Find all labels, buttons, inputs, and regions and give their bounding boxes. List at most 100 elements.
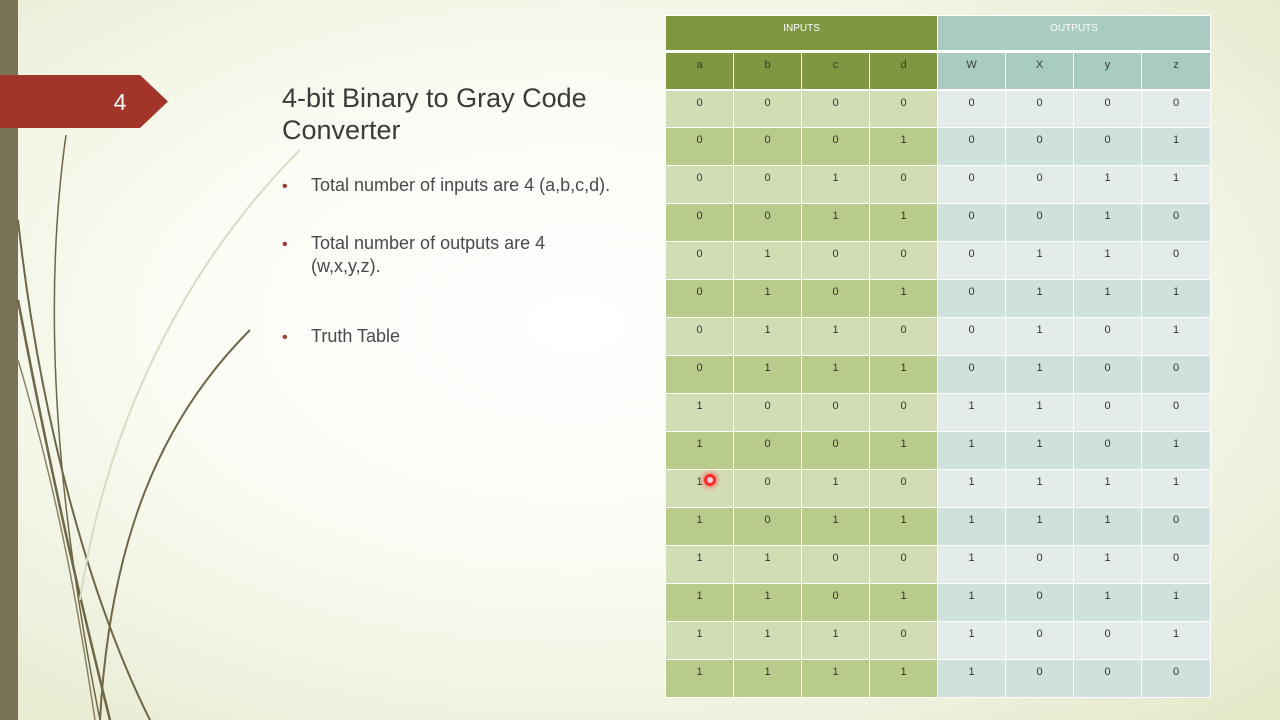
table-cell: 0 [1005,545,1075,584]
table-cell: 0 [1141,507,1212,546]
table-cell: 0 [733,393,802,432]
table-cell: 1 [1141,621,1212,660]
left-decorative-bar [0,0,18,720]
table-cell: 0 [937,127,1007,166]
table-cell: 1 [1141,583,1212,622]
table-cell: 1 [665,583,734,622]
table-cell: 0 [801,545,870,584]
table-cell: 1 [733,583,802,622]
table-cell: 0 [868,469,939,508]
column-header: y [1073,51,1143,91]
column-header: d [868,51,939,91]
table-cell: 1 [868,659,939,698]
table-cell: 1 [1141,165,1212,204]
table-cell: 1 [733,317,802,356]
table-cell: 1 [1141,469,1212,508]
table-cell: 0 [937,317,1007,356]
table-cell: 0 [1073,621,1143,660]
table-cell: 0 [1073,317,1143,356]
table-cell: 0 [868,317,939,356]
table-cell: 1 [801,165,870,204]
table-cell: 1 [665,431,734,470]
table-cell: 0 [1005,89,1075,128]
table-cell: 1 [868,203,939,242]
table-cell: 1 [937,507,1007,546]
table-cell: 0 [733,507,802,546]
table-cell: 1 [801,659,870,698]
table-cell: 1 [1073,583,1143,622]
table-cell: 1 [937,621,1007,660]
table-cell: 0 [868,393,939,432]
table-cell: 1 [937,431,1007,470]
table-cell: 0 [1005,621,1075,660]
table-cell: 1 [1073,241,1143,280]
table-cell: 0 [1141,89,1212,128]
slide-title: 4-bit Binary to Gray Code Converter [282,83,587,145]
column-header-row: a b c d W X y z [665,51,1212,91]
table-cell: 0 [665,127,734,166]
table-cell: 0 [1073,659,1143,698]
table-cell: 1 [868,127,939,166]
table-cell: 0 [937,203,1007,242]
table-cell: 1 [801,317,870,356]
grass-decoration [16,134,300,720]
table-cell: 1 [801,203,870,242]
table-cell: 1 [937,469,1007,508]
table-cell: 0 [1141,355,1212,394]
table-cell: 1 [1073,165,1143,204]
table-cell: 0 [1005,165,1075,204]
table-cell: 0 [801,393,870,432]
table-cell: 1 [937,393,1007,432]
table-cell: 1 [1141,279,1212,318]
table-cell: 0 [733,89,802,128]
table-cell: 0 [801,431,870,470]
table-cell: 0 [1141,203,1212,242]
table-cell: 1 [868,583,939,622]
table-cell: 1 [665,393,734,432]
table-cell: 0 [733,165,802,204]
column-header: a [665,51,734,91]
table-cell: 1 [1073,545,1143,584]
table-cell: 1 [1005,469,1075,508]
slide-number: 4 [113,89,127,115]
table-cell: 0 [665,165,734,204]
column-header: W [937,51,1007,91]
table-cell: 0 [868,89,939,128]
table-cell: 1 [801,507,870,546]
table-cell: 1 [665,659,734,698]
table-cell: 0 [937,241,1007,280]
table-cell: 1 [733,545,802,584]
bullet-icon: • [282,178,288,195]
table-cell: 0 [1005,583,1075,622]
table-cell: 0 [1141,659,1212,698]
table-cell: 0 [665,203,734,242]
table-cell: 1 [937,659,1007,698]
table-cell: 1 [1005,355,1075,394]
table-cell: 0 [868,165,939,204]
table-cell: 1 [1005,317,1075,356]
table-cell: 1 [733,241,802,280]
table-cell: 0 [801,583,870,622]
table-cell: 0 [1073,431,1143,470]
table-cell: 1 [665,469,734,508]
table-cell: 0 [733,127,802,166]
table-cell: 1 [868,431,939,470]
table-cell: 0 [665,89,734,128]
table-cell: 1 [733,621,802,660]
table-cell: 1 [868,355,939,394]
table-cell: 1 [665,507,734,546]
table-cell: 1 [937,545,1007,584]
table-cell: 0 [937,165,1007,204]
table-cell: 0 [868,545,939,584]
table-cell: 1 [733,355,802,394]
table-cell: 1 [665,545,734,584]
outputs-group-header: OUTPUTS [937,15,1212,53]
bullet-icon: • [282,329,288,346]
